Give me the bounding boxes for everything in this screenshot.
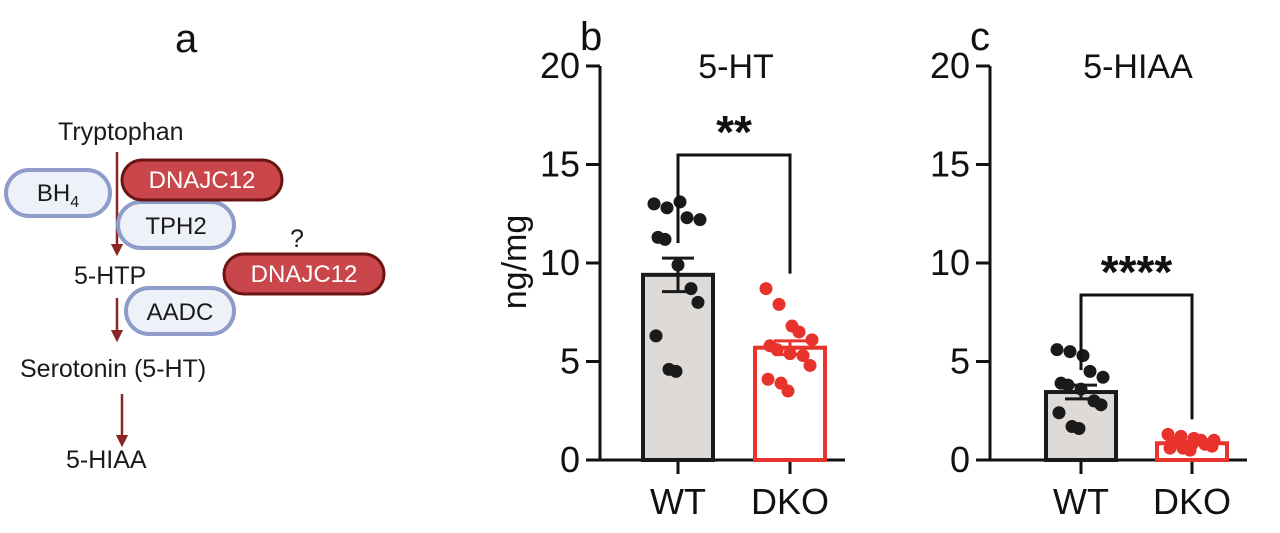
data-point (1063, 345, 1077, 359)
y-tick-label: 0 (560, 439, 580, 480)
dnajc12-label-1: DNAJC12 (149, 167, 256, 194)
data-point (1183, 443, 1197, 457)
data-point (1052, 406, 1066, 420)
data-point (684, 282, 698, 296)
y-tick-label: 20 (540, 45, 580, 86)
y-tick-label: 5 (560, 341, 580, 382)
bh4-label: BH (37, 180, 70, 207)
serotonin-label: Serotonin (5-HT) (20, 355, 206, 383)
data-point (781, 384, 795, 398)
aadc-label: AADC (147, 299, 214, 326)
data-point (647, 197, 661, 211)
5-htp-label: 5-HTP (74, 262, 146, 290)
data-point (1094, 398, 1108, 412)
pathway-diagram: a Tryptophan 5-HTP Serotonin (5-HT) 5-HI… (4, 17, 386, 474)
y-tick-label: 0 (950, 439, 970, 480)
data-point (770, 343, 784, 357)
data-point (1083, 364, 1097, 378)
significance-bracket (1079, 293, 1194, 420)
panel-label-b: b (580, 15, 602, 59)
tph2-pill: TPH2 (116, 200, 236, 250)
data-point (1163, 441, 1177, 455)
panel-label-c: c (970, 15, 990, 59)
data-point (759, 282, 773, 296)
y-tick-label: 10 (930, 242, 970, 283)
bh4-subscript: 4 (70, 194, 79, 211)
x-tick-label: WT (1053, 481, 1109, 522)
panel-label-a: a (175, 17, 198, 61)
data-point (792, 325, 806, 339)
data-point (1096, 370, 1110, 384)
chart-title: 5-HIAA (1083, 48, 1193, 86)
data-point (691, 295, 705, 309)
data-point (1072, 421, 1086, 435)
significance-stars: **** (1101, 246, 1173, 298)
data-point (1050, 343, 1064, 357)
y-tick-label: 15 (540, 144, 580, 185)
bh4-pill: BH4 (4, 168, 112, 218)
dnajc12-label-2: DNAJC12 (251, 261, 358, 288)
data-point (660, 201, 674, 215)
y-tick-label: 5 (950, 341, 970, 382)
dnajc12-pill-1: DNAJC12 (120, 158, 284, 202)
y-tick-label: 10 (540, 242, 580, 283)
data-point (680, 211, 694, 225)
tryptophan-label: Tryptophan (58, 118, 184, 146)
data-point (649, 329, 663, 343)
x-tick-label: DKO (1153, 481, 1231, 522)
aadc-pill: AADC (124, 286, 236, 336)
question-mark: ? (290, 225, 304, 253)
y-tick-label: 20 (930, 45, 970, 86)
significance-stars: ** (716, 106, 752, 158)
data-point (693, 213, 707, 227)
y-axis-label: ng/mg (496, 215, 534, 310)
significance-bracket (676, 153, 792, 274)
panel-b: b ng/mg 5-HT 0 5 10 15 20 WT DKO ** (496, 15, 845, 522)
x-tick-label: DKO (751, 481, 829, 522)
5-hiaa-label: 5-HIAA (66, 446, 147, 474)
y-tick-label: 15 (930, 144, 970, 185)
tph2-label: TPH2 (145, 213, 206, 240)
data-point (805, 333, 819, 347)
data-point (673, 195, 687, 209)
data-point (772, 297, 786, 311)
dnajc12-pill-2: DNAJC12 (222, 252, 386, 296)
data-point (1205, 439, 1219, 453)
panel-c: c 5-HIAA 0 5 10 15 20 WT DKO **** (930, 15, 1247, 522)
data-point (1076, 349, 1090, 363)
svg-text:BH4: BH4 (37, 180, 79, 211)
chart-title: 5-HT (698, 48, 774, 86)
x-tick-label: WT (650, 481, 706, 522)
data-point (803, 358, 817, 372)
data-point (761, 372, 775, 386)
data-point (669, 364, 683, 378)
data-point (658, 232, 672, 246)
